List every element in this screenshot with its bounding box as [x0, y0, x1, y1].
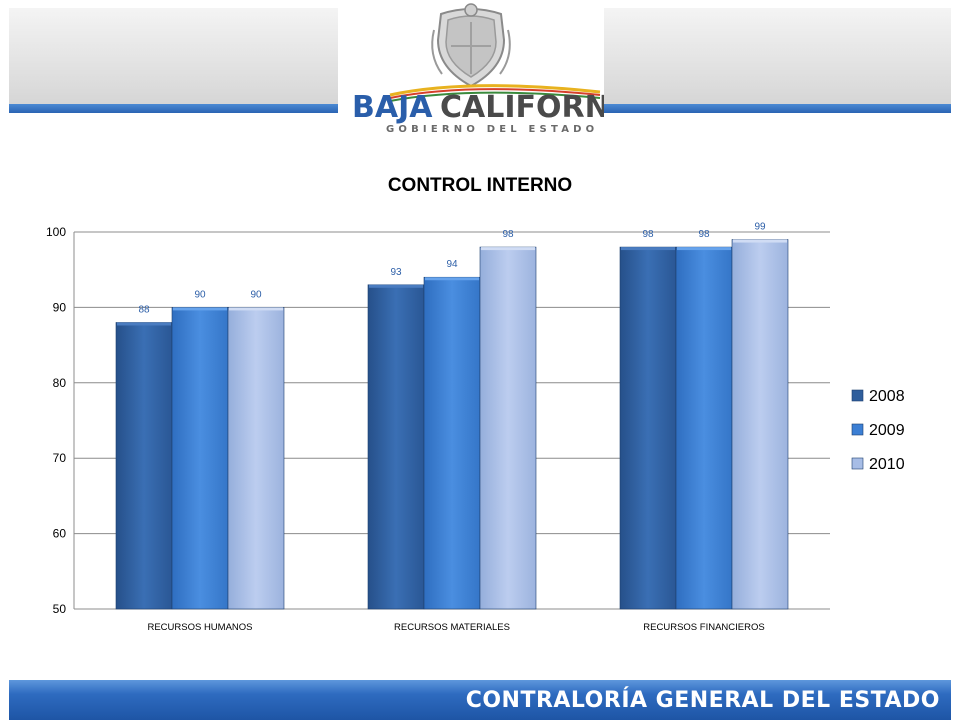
x-category-label: RECURSOS MATERIALES — [394, 622, 510, 633]
legend-label-2008: 2008 — [869, 388, 905, 405]
data-label: 94 — [446, 259, 458, 270]
y-tick-label: 70 — [53, 451, 67, 465]
legend-label-2009: 2009 — [869, 422, 905, 439]
bar-top-highlight — [117, 322, 171, 326]
data-label: 98 — [642, 229, 654, 240]
data-label: 90 — [194, 289, 206, 300]
bar-top-highlight — [173, 307, 227, 311]
legend-swatch-2010 — [851, 457, 864, 470]
y-tick-label: 60 — [53, 527, 67, 541]
y-tick-label: 50 — [53, 602, 67, 616]
bar-2008-0 — [115, 322, 173, 610]
y-tick-label: 100 — [46, 225, 66, 239]
legend-label-2010: 2010 — [869, 456, 905, 473]
data-label: 90 — [250, 289, 262, 300]
bar-top-highlight — [425, 277, 479, 281]
legend-swatch-2008 — [851, 389, 864, 402]
baja-california-logo: BAJA CALIFORNIA GOBIERNO DEL ESTADO — [352, 3, 604, 135]
y-tick-label: 80 — [53, 376, 67, 390]
bar-top-highlight — [621, 247, 675, 251]
bar-top-highlight — [369, 284, 423, 288]
data-label: 93 — [390, 267, 402, 278]
bar-top-highlight — [733, 239, 787, 243]
data-label: 88 — [138, 304, 150, 315]
data-label: 98 — [502, 229, 514, 240]
bar-2009-2 — [675, 246, 733, 610]
footer-band — [9, 680, 951, 720]
bar-2010-2 — [731, 239, 789, 610]
logo-text-california: CALIFORNIA — [440, 90, 604, 125]
bar-2009-1 — [423, 276, 481, 610]
bar-top-highlight — [229, 307, 283, 311]
bar-top-highlight — [481, 247, 535, 251]
bar-2008-1 — [367, 284, 425, 610]
bar-top-highlight — [677, 247, 731, 251]
bar-2008-2 — [619, 246, 677, 610]
legend-swatch-2009 — [851, 423, 864, 436]
footer-title: CONTRALORÍA GENERAL DEL ESTADO — [465, 688, 940, 713]
data-label: 98 — [698, 229, 710, 240]
bar-2009-0 — [171, 307, 229, 610]
coat-of-arms-icon — [431, 3, 511, 88]
logo-subtitle: GOBIERNO DEL ESTADO — [386, 124, 598, 135]
logo-text-baja: BAJA — [352, 90, 433, 125]
bar-2010-0 — [227, 307, 285, 610]
x-category-label: RECURSOS FINANCIEROS — [643, 622, 764, 633]
bar-2010-1 — [479, 246, 537, 610]
chart-title: CONTROL INTERNO — [388, 175, 572, 196]
data-label: 99 — [754, 222, 766, 233]
x-category-label: RECURSOS HUMANOS — [147, 622, 252, 633]
y-tick-label: 90 — [53, 300, 67, 314]
